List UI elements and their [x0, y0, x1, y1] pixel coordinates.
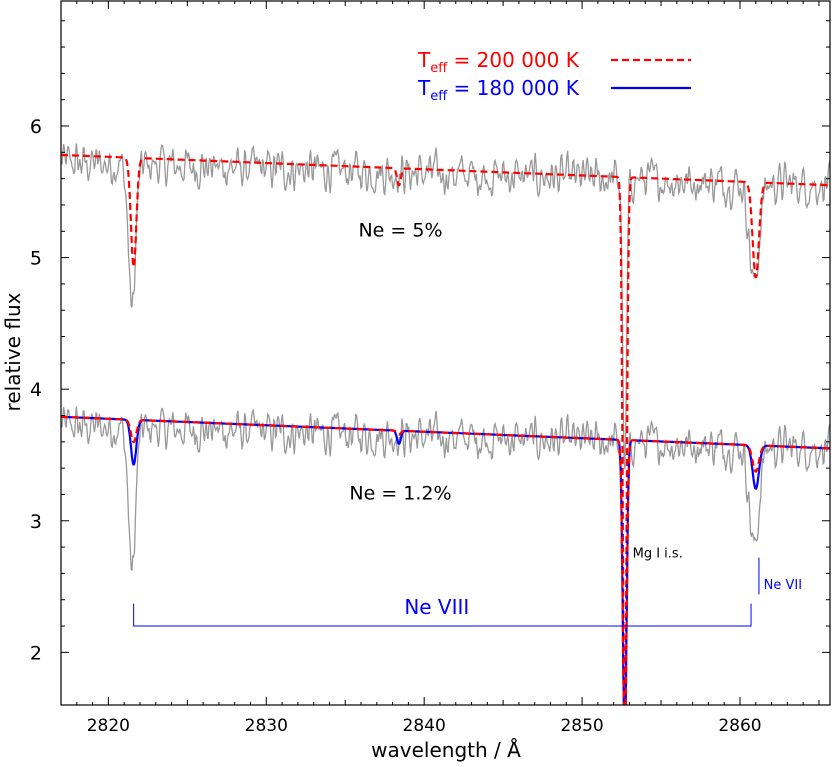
observed-spectrum-lower: [61, 406, 830, 705]
ne7-label: Ne VII: [764, 578, 802, 593]
legend-label-1: Teff = 200 000 K: [417, 48, 580, 76]
x-tick-label: 2840: [403, 716, 446, 736]
y-tick-label: 2: [30, 642, 42, 664]
x-axis-label: wavelength / Å: [371, 738, 521, 762]
mg-is-label: Mg I i.s.: [633, 547, 683, 562]
model-series-3: [61, 415, 830, 705]
y-tick-label: 6: [30, 116, 42, 138]
plot-frame: [60, 0, 831, 706]
observed-spectrum-upper: [61, 143, 830, 470]
y-axis-label: relative flux: [1, 292, 25, 411]
panel-label-2: Ne = 1.2%: [349, 483, 451, 505]
y-tick-label: 4: [30, 379, 42, 401]
ne8-label-bracket: [133, 603, 752, 627]
legend-label-2: Teff = 180 000 K: [417, 76, 580, 104]
y-tick-label: 3: [30, 511, 42, 533]
ne8-label: Ne VIII: [404, 595, 469, 619]
x-tick-label: 2820: [87, 716, 130, 736]
annotations: Mg I i.s. Ne VII Ne VIII: [133, 547, 802, 627]
y-tick-label: 5: [30, 248, 42, 270]
x-tick-label: 2860: [718, 716, 761, 736]
panel-label-1: Ne = 5%: [358, 220, 442, 242]
axes: 2820 2830 2840 2850 2860 2 3 4 5 6: [30, 0, 831, 736]
x-tick-label: 2830: [245, 716, 288, 736]
x-tick-label: 2850: [560, 716, 603, 736]
model-series-1: [61, 153, 830, 705]
plot-area: Ne = 5% Ne = 1.2%: [61, 143, 830, 705]
